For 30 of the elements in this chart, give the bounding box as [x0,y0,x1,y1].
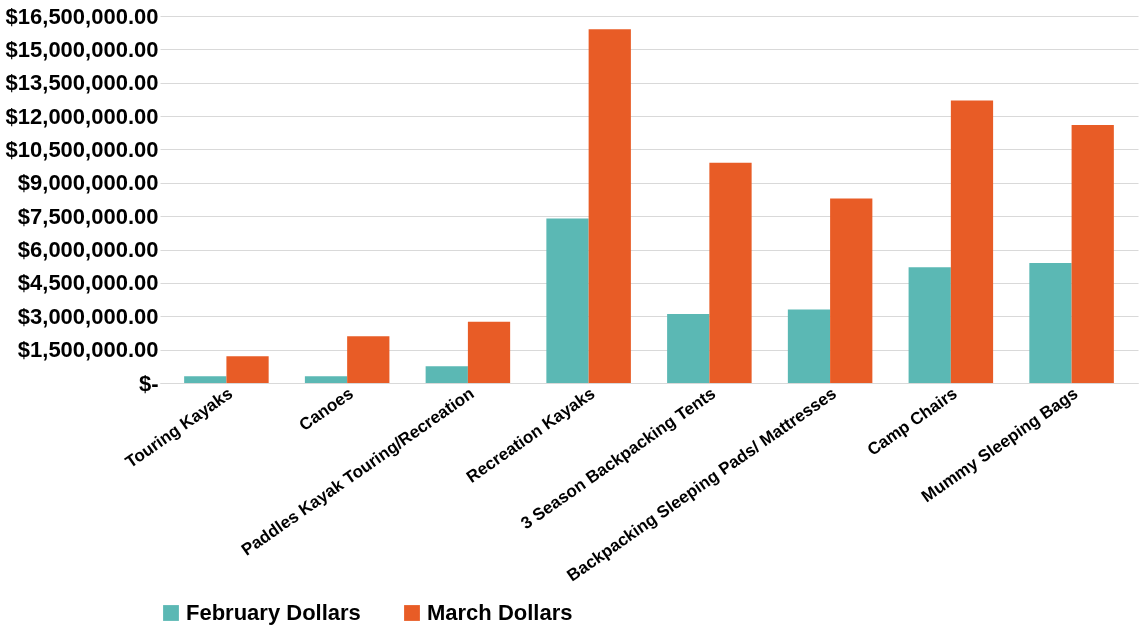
y-tick-label: $16,500,000.00 [5,3,159,29]
y-tick-label: $15,000,000.00 [5,36,159,62]
y-tick-label: $12,000,000.00 [5,103,159,129]
y-tick-label: $3,000,000.00 [17,303,159,329]
y-tick-label: $9,000,000.00 [17,170,159,196]
bar [546,218,589,383]
bar [184,376,227,383]
y-tick-label: $- [138,370,159,396]
bar [908,267,951,383]
bar [950,100,994,383]
bar [467,321,511,383]
bar [1071,124,1114,383]
bar [304,376,348,383]
y-tick-label: $1,500,000.00 [17,337,159,363]
bar [588,29,631,383]
bar [830,198,873,383]
legend-label: February Dollars [186,600,361,625]
bar [709,162,752,383]
bar [347,336,390,383]
y-tick-label: $10,500,000.00 [5,136,159,162]
bar [787,309,831,383]
bar [1029,262,1072,383]
bar [226,356,269,383]
y-tick-label: $4,500,000.00 [17,270,159,296]
bar [667,314,710,383]
y-tick-label: $13,500,000.00 [5,70,159,96]
y-tick-label: $7,500,000.00 [17,203,159,229]
bar [425,366,468,383]
legend-label: March Dollars [427,600,573,625]
y-tick-label: $6,000,000.00 [17,237,159,263]
